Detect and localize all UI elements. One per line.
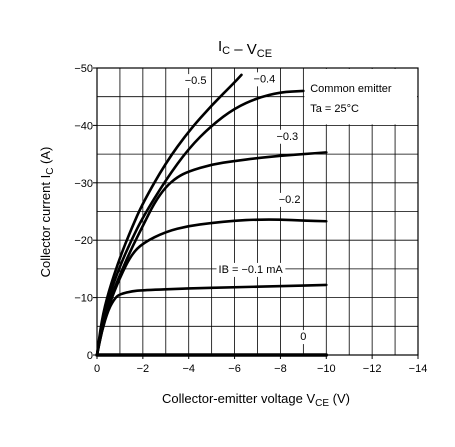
y-tick-label: −30 <box>74 178 93 190</box>
legend-text-line-2: Ta = 25°C <box>310 103 359 115</box>
series-layer <box>95 73 329 357</box>
series-label: −0.2 <box>279 194 301 206</box>
x-tick-label: −2 <box>137 363 150 375</box>
y-tick-label: 0 <box>87 350 93 362</box>
series-label-background <box>298 330 309 345</box>
series-label: −0.5 <box>185 75 207 87</box>
x-tick-label: −4 <box>182 363 195 375</box>
series-label: −0.3 <box>276 131 298 143</box>
y-tick-label: −10 <box>74 293 93 305</box>
x-tick-label: −12 <box>363 363 382 375</box>
x-tick-label: −8 <box>274 363 287 375</box>
series-labels-layer: −0.5 −0.4 −0.3 −0.2 IB = −0.1 mA 0 <box>182 72 309 345</box>
y-tick-label: −50 <box>74 63 93 75</box>
y-axis-title: Collector current IC (A) <box>38 147 56 278</box>
chart-title: IC – VCE <box>218 38 272 60</box>
series-label: 0 <box>300 331 306 343</box>
series-label-background <box>276 192 303 207</box>
series-label-background <box>251 72 278 87</box>
legend-box: Common emitter Ta = 25°C <box>304 69 417 125</box>
series-label: IB = −0.1 mA <box>219 264 284 276</box>
series-line <box>95 89 305 357</box>
legend-background <box>304 69 417 125</box>
x-tick-label: 0 <box>94 363 100 375</box>
x-tick-label: −6 <box>228 363 241 375</box>
series-line <box>95 73 243 357</box>
series-label-background <box>182 74 209 89</box>
x-tick-label: −10 <box>317 363 336 375</box>
series-label-background <box>274 129 301 144</box>
series-label: −0.4 <box>254 73 276 85</box>
x-axis-title: Collector-emitter voltage VCE (V) <box>162 391 350 409</box>
y-tick-label: −40 <box>74 120 93 132</box>
x-tick-label: −14 <box>409 363 428 375</box>
legend-text-line-1: Common emitter <box>310 83 392 95</box>
series-label-background <box>216 262 286 277</box>
series-line <box>95 218 328 357</box>
y-tick-label: −20 <box>74 235 93 247</box>
series-line <box>95 283 328 357</box>
